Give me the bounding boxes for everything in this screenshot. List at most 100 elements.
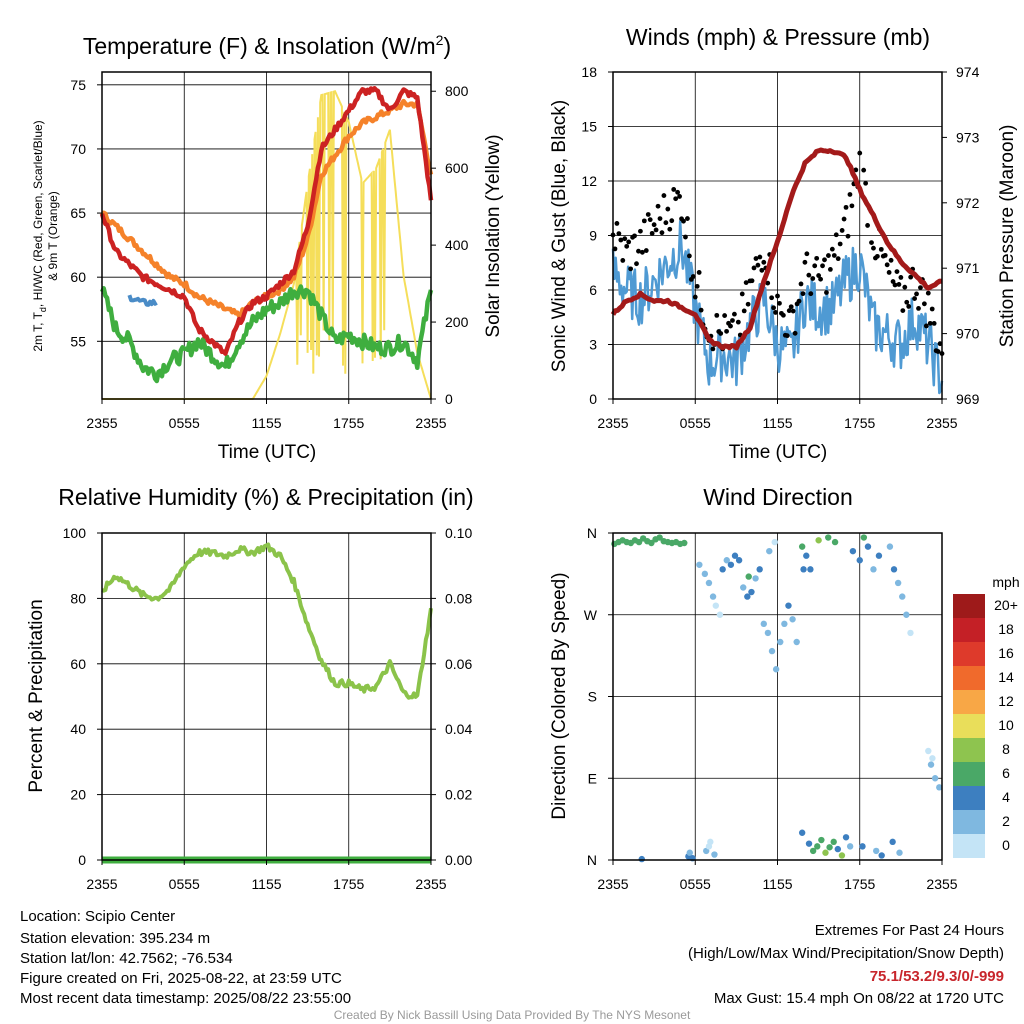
gust-point [908,274,914,280]
direction-point [859,843,866,850]
gust-point [916,306,921,311]
gust-point [790,308,796,314]
gust-point [921,301,927,307]
direction-point [748,588,755,596]
gust-point [863,180,869,186]
gust-point [931,320,937,326]
wind-xlabel: Time (UTC) [729,442,828,463]
x-tick-label: 2355 [415,876,446,892]
gust-point [892,282,898,288]
direction-point [846,843,854,850]
direction-point [925,747,932,755]
legend-swatch [953,834,985,858]
direction-point [719,566,726,573]
direction-point [723,557,730,564]
y2-tick-label: 200 [445,314,469,330]
gust-point [645,212,651,217]
gust-point [694,283,700,289]
y2-tick-label: 0 [445,391,453,407]
gust-point [845,233,851,239]
direction-point [707,838,714,846]
max-gust: Max Gust: 15.4 mph On 08/22 at 1720 UTC [714,990,1004,1007]
gust-point [804,251,810,257]
direction-point [752,575,759,582]
legend-label: 16 [998,645,1014,661]
direction-point [709,593,717,600]
gust-point [724,328,729,334]
y-tick-label: N [587,525,597,541]
wind-title: Winds (mph) & Pressure (mb) [626,24,930,50]
gust-point [626,239,632,245]
direction-point [735,557,743,564]
gust-point [824,290,829,295]
x-tick-label: 1755 [844,415,875,431]
gust-point [914,291,919,297]
gust-point [882,252,888,258]
gust-point [900,308,906,313]
direction-point [818,836,825,844]
gust-point [777,300,782,306]
direction-point [800,566,807,573]
gust-point [651,222,657,228]
gust-point [614,221,620,226]
wind-ylabel: Sonic Wind & Gust (Blue, Black) [549,100,570,372]
credit-line: Created By Nick Bassill Using Data Provi… [334,1008,691,1022]
legend-swatch [953,810,985,834]
y2-tick-label: 970 [956,326,980,342]
rh-gridlines [101,533,432,860]
gust-point [667,226,673,232]
gust-point [841,216,847,222]
x-tick-label: 1155 [251,876,281,892]
direction-point [781,620,788,628]
y-tick-label: W [584,607,598,623]
x-tick-label: 2355 [415,415,446,431]
direction-point [793,638,800,646]
gust-point [655,203,661,209]
extremes-title: Extremes For Past 24 Hours [815,922,1004,939]
footer-latlon: Station lat/lon: 42.7562; -76.534 [20,950,233,967]
gust-point [686,253,692,259]
direction-point [822,849,829,856]
gust-point [826,253,831,258]
direction-point [889,838,896,846]
gust-point [753,256,759,261]
y-tick-label: 20 [70,787,86,803]
footer-recent: Most recent data timestamp: 2025/08/22 2… [20,990,351,1007]
gust-point [632,233,637,239]
direction-point [656,534,663,541]
direction-point [711,851,718,858]
direction-point [705,579,713,587]
y2-tick-label: 974 [956,64,980,80]
gust-point [732,311,737,317]
y-tick-label: 70 [70,141,86,157]
x-tick-label: 0555 [680,876,711,892]
wind-panel: Winds (mph) & Pressure (mb) 2355 0555 1155… [549,24,1018,463]
gust-point [906,304,912,309]
gust-point [718,331,724,336]
y-tick-label: N [587,852,597,868]
legend-swatch [953,690,985,714]
gust-point [925,290,931,296]
gust-point [810,276,816,281]
direction-point [894,579,902,587]
gust-point [839,228,845,233]
gust-point [620,258,626,263]
gust-point [792,330,798,336]
direction-point [849,547,857,555]
gust-point [837,241,843,247]
gust-point [728,323,733,329]
direction-point [931,775,939,782]
y-tick-label: 55 [70,333,86,349]
y-tick-label: 40 [70,721,86,737]
gust-point [771,305,776,311]
gust-point [663,220,669,226]
y2-tick-label: 0.08 [445,590,472,606]
direction-point [798,543,806,550]
gust-point [722,313,728,318]
x-tick-label: 2355 [86,876,117,892]
gust-point [761,259,767,265]
legend-label: 20+ [994,597,1018,613]
gust-point [612,246,618,252]
direction-point [771,538,778,546]
